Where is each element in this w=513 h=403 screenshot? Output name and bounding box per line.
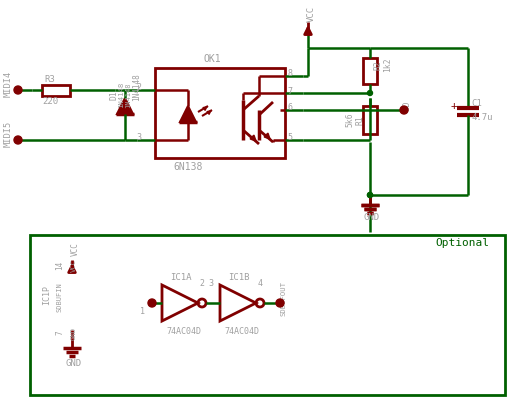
Bar [155, 68, 285, 158]
Text: 220: 220 [42, 98, 58, 106]
Text: GND: GND [364, 214, 380, 222]
Bar [363, 58, 377, 84]
Bar [363, 106, 377, 134]
Text: IC1P: IC1P [43, 285, 51, 305]
Text: OK1: OK1 [203, 54, 221, 64]
Bar [30, 235, 505, 395]
Text: 14: 14 [55, 260, 65, 270]
Text: 7: 7 [55, 331, 65, 335]
Text: 4: 4 [258, 280, 263, 289]
Text: 1: 1 [140, 307, 145, 316]
Circle shape [400, 106, 408, 114]
Text: MIDI4: MIDI4 [4, 71, 12, 97]
Text: 8: 8 [287, 69, 292, 79]
Text: 7: 7 [287, 87, 292, 96]
Text: 1N4148: 1N4148 [125, 82, 131, 108]
Text: 3: 3 [136, 133, 141, 143]
Text: R1: R1 [356, 115, 365, 125]
Circle shape [367, 193, 372, 197]
Text: 5: 5 [287, 133, 292, 143]
Text: D1: D1 [109, 90, 119, 100]
Text: 74AC04D: 74AC04D [224, 326, 259, 336]
Text: 1N4148: 1N4148 [118, 82, 124, 108]
Text: VCC: VCC [71, 258, 77, 272]
Polygon shape [180, 106, 196, 122]
Text: VCC: VCC [70, 242, 80, 256]
Circle shape [14, 86, 22, 94]
Text: 4.7u: 4.7u [471, 114, 492, 123]
Text: R3: R3 [44, 75, 55, 85]
Text: 2: 2 [200, 280, 205, 289]
Text: R2: R2 [373, 60, 383, 70]
Polygon shape [117, 98, 133, 114]
Text: 3: 3 [208, 280, 213, 289]
Text: VCC: VCC [306, 6, 315, 22]
Text: GND: GND [65, 359, 81, 368]
Text: 6N138: 6N138 [173, 162, 202, 172]
Text: MIDI5: MIDI5 [4, 121, 12, 147]
Text: GND: GND [71, 326, 77, 340]
Circle shape [276, 299, 284, 307]
Text: 5k6: 5k6 [345, 113, 354, 127]
Text: 2: 2 [136, 83, 141, 93]
Text: 74AC04D: 74AC04D [166, 326, 201, 336]
Text: SDBUFOUT: SDBUFOUT [281, 280, 287, 316]
Text: IC1B: IC1B [228, 272, 249, 282]
Text: SD: SD [403, 101, 411, 111]
Text: IC1A: IC1A [170, 272, 191, 282]
Text: Optional: Optional [435, 238, 489, 248]
Circle shape [367, 91, 372, 96]
Text: C1: C1 [471, 100, 482, 108]
Bar [42, 85, 70, 96]
Text: SDBUFIN: SDBUFIN [56, 282, 62, 312]
Text: 1N4148: 1N4148 [132, 73, 142, 101]
Circle shape [148, 299, 156, 307]
Circle shape [367, 193, 372, 197]
Text: +: + [451, 101, 458, 111]
Circle shape [14, 136, 22, 144]
Text: 1k2: 1k2 [384, 58, 392, 72]
Text: 6: 6 [287, 104, 292, 112]
